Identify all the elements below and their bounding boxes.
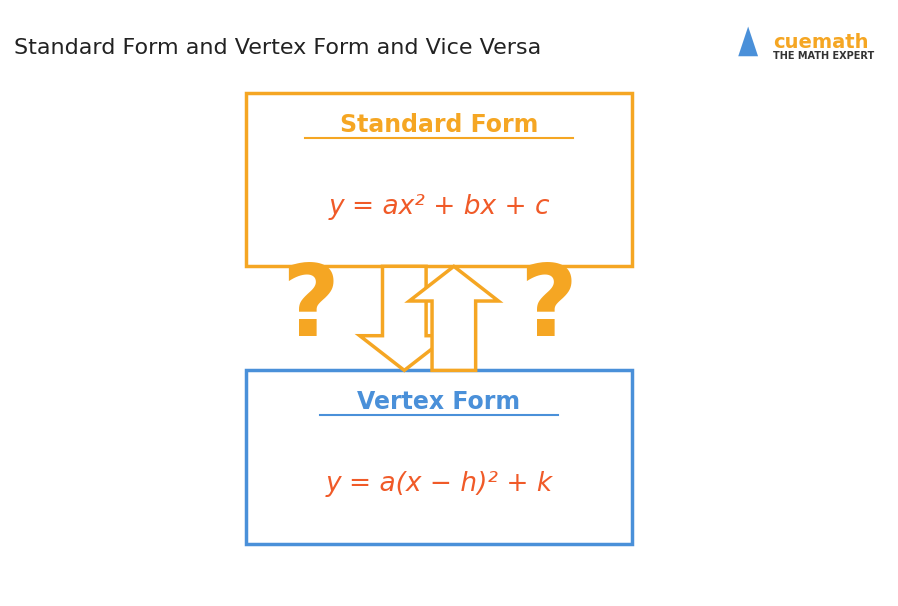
Text: ?: ? [281, 260, 339, 357]
Polygon shape [360, 266, 449, 370]
Text: y = a(x − h)² + k: y = a(x − h)² + k [325, 471, 552, 498]
Text: cuemath: cuemath [773, 33, 868, 53]
Text: ?: ? [519, 260, 577, 357]
Text: Vertex Form: Vertex Form [357, 390, 521, 414]
FancyBboxPatch shape [246, 370, 632, 544]
Text: Standard Form: Standard Form [339, 113, 538, 136]
Polygon shape [409, 266, 498, 370]
Text: THE MATH EXPERT: THE MATH EXPERT [773, 52, 874, 61]
Polygon shape [738, 27, 758, 56]
Text: y = ax² + bx + c: y = ax² + bx + c [329, 194, 550, 220]
Text: Standard Form and Vertex Form and Vice Versa: Standard Form and Vertex Form and Vice V… [13, 38, 541, 58]
FancyBboxPatch shape [246, 93, 632, 266]
